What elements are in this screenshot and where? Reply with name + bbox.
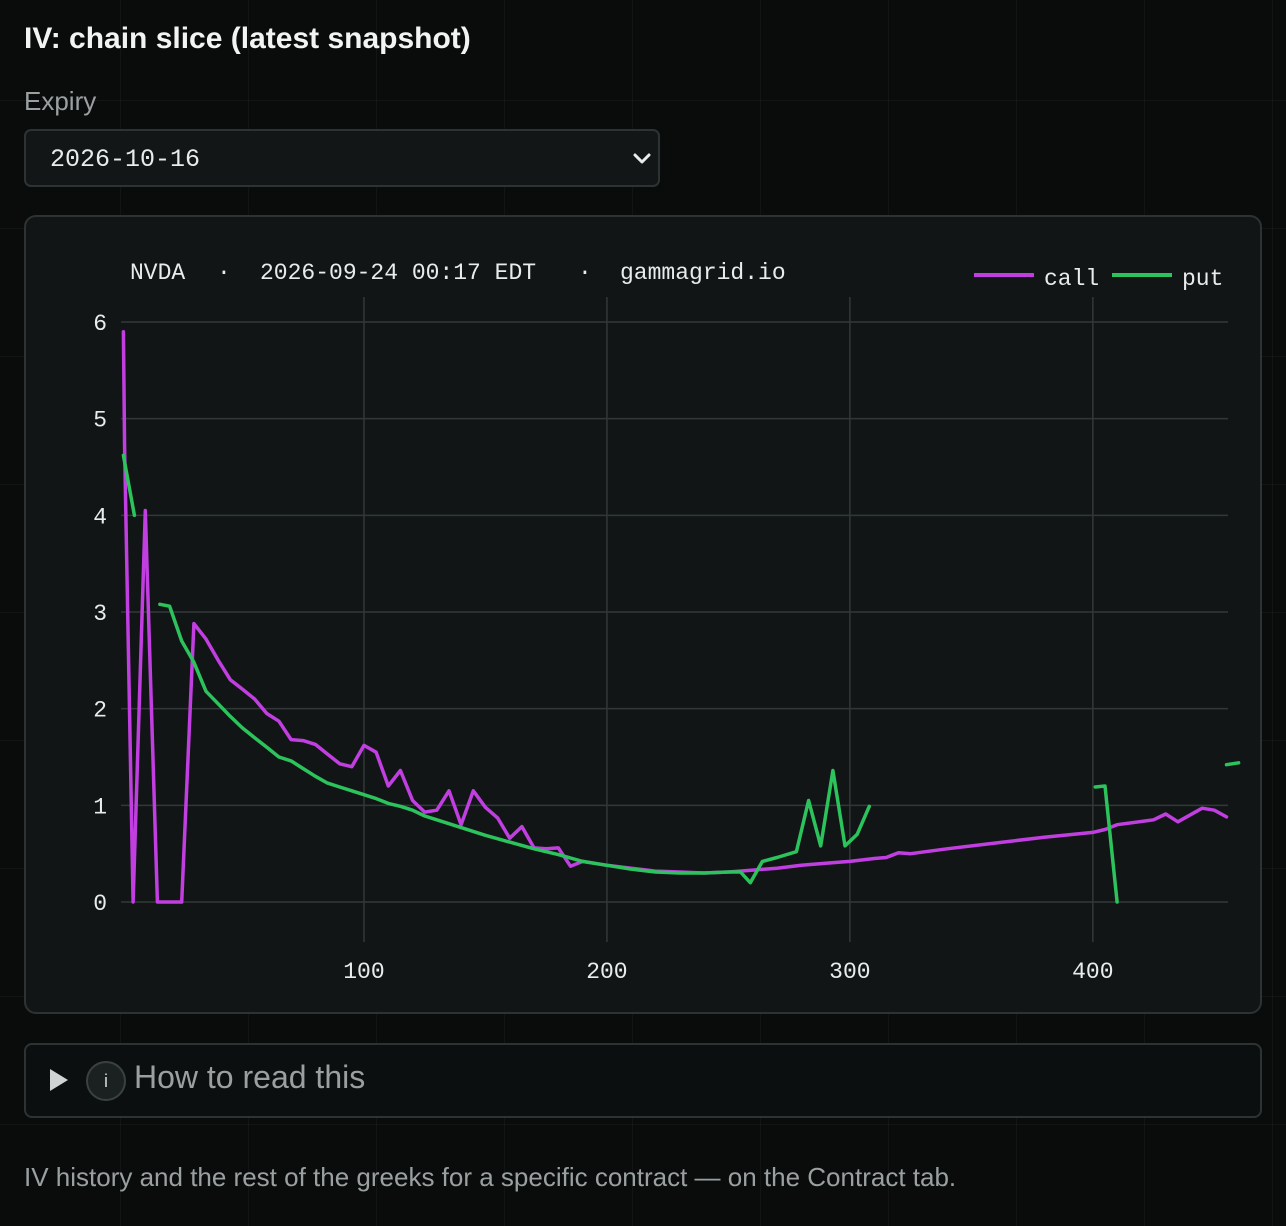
expiry-select-value: 2026-10-16 bbox=[50, 145, 201, 174]
how-to-read-label: How to read this bbox=[134, 1059, 366, 1095]
legend-label-call: call bbox=[1044, 266, 1099, 292]
disclosure-triangle-icon bbox=[50, 1069, 68, 1091]
info-icon: i bbox=[86, 1061, 126, 1101]
iv-chart-panel: 0 1 2 3 4 5 6 100 200 300 400 NVDA · 2026-09-24 00… bbox=[24, 215, 1262, 1014]
y-tick-label: 4 bbox=[93, 504, 107, 530]
x-tick-label: 100 bbox=[343, 959, 384, 985]
chart-source: gammagrid.io bbox=[620, 260, 786, 286]
chart-ticker: NVDA bbox=[130, 260, 185, 286]
expiry-label: Expiry bbox=[24, 86, 97, 116]
chart-legend: call put bbox=[974, 266, 1223, 292]
chart-timestamp: 2026-09-24 00:17 EDT bbox=[260, 260, 536, 286]
y-tick-label: 2 bbox=[93, 698, 107, 724]
expiry-select[interactable]: 2026-10-16 bbox=[24, 129, 660, 187]
series-line-call bbox=[121, 329, 1229, 904]
x-tick-label: 200 bbox=[586, 959, 627, 985]
x-tick-label: 300 bbox=[829, 959, 870, 985]
page-title: IV: chain slice (latest snapshot) bbox=[24, 22, 471, 55]
series-line-put bbox=[121, 453, 137, 518]
series-line-put bbox=[1093, 784, 1119, 904]
y-tick-label: 1 bbox=[93, 794, 107, 820]
iv-chart: 0 1 2 3 4 5 6 100 200 300 400 NVDA · 2026-09-24 00… bbox=[93, 260, 1241, 985]
y-tick-label: 6 bbox=[93, 311, 107, 337]
chart-header-separator: · bbox=[217, 260, 231, 286]
y-tick-label: 3 bbox=[93, 601, 107, 627]
y-tick-label: 0 bbox=[93, 891, 107, 917]
legend-label-put: put bbox=[1182, 266, 1223, 292]
chart-header-separator: · bbox=[578, 260, 592, 286]
y-tick-label: 5 bbox=[93, 408, 107, 434]
series-line-put bbox=[158, 602, 872, 885]
footnote-text: IV history and the rest of the greeks fo… bbox=[24, 1162, 957, 1192]
series-line-put bbox=[1224, 761, 1241, 767]
chevron-down-icon bbox=[633, 153, 651, 164]
chart-header: NVDA · 2026-09-24 00:17 EDT · gammagrid.… bbox=[130, 260, 786, 286]
how-to-read-toggle[interactable]: i How to read this bbox=[24, 1043, 1262, 1118]
x-tick-label: 400 bbox=[1072, 959, 1113, 985]
